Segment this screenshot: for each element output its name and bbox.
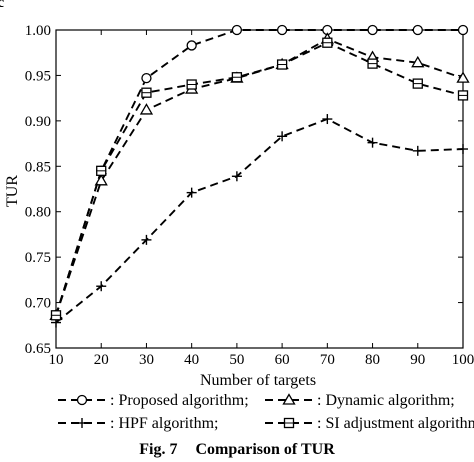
series-line-circle [55,29,463,316]
plot-axes [55,29,464,349]
data-point-plus [186,187,197,198]
x-axis-label: Number of targets [200,372,316,389]
legend-item-triangle: : Dynamic algorithm; [265,392,455,409]
axis-ticks: 10 20 30 40 50 60 70 80 90 100 0.65 0.70 0.75 0.80 0.8… [25,23,474,368]
data-point-square [186,79,197,90]
data-point-plus [96,281,107,292]
x-tick-label: 30 [139,352,154,368]
legend-swatch-marker [282,393,296,405]
series-square [50,37,469,321]
x-tick-label: 70 [320,352,335,368]
figure-caption-label: Fig. 7 [139,441,177,458]
data-point-square [96,165,107,176]
corner-label: c [0,0,4,11]
y-tick-label: 0.85 [25,159,51,175]
y-tick-label: 0.90 [25,114,51,130]
y-tick-label: 0.70 [25,296,51,312]
series-plus [51,114,468,328]
legend: : Proposed algorithm; : Dynamic algorithm… [58,392,474,432]
legend-label: : Proposed algorithm; [110,392,249,409]
data-point-plus [277,131,288,142]
series-triangle [49,32,470,320]
data-point-square [367,58,378,69]
data-point-square [141,87,152,98]
figure-caption: Fig. 7 Comparison of TUR [139,441,335,458]
x-tick-label: 100 [452,352,474,368]
y-tick-label: 0.80 [25,205,51,221]
data-point-plus [412,145,423,156]
data-point-triangle [456,71,470,83]
data-point-triangle [94,174,108,186]
legend-label: : SI adjustment algorithm. [317,415,474,432]
data-point-circle [412,24,423,36]
data-point-circle [367,24,378,36]
plot-frame [55,29,464,349]
data-point-circle [276,24,288,36]
y-axis-label: TUR [4,175,21,207]
legend-swatch-marker [283,417,295,429]
legend-label: : Dynamic algorithm; [317,392,455,409]
data-point-plus [458,144,468,155]
figure-caption-text: Comparison of TUR [195,441,335,458]
data-point-plus [367,137,378,148]
x-tick-label: 50 [229,352,244,368]
data-point-circle [141,73,152,84]
x-tick-label: 10 [49,352,64,368]
data-point-circle [186,40,197,51]
data-point-triangle [411,55,425,68]
series-circle [50,24,469,321]
data-point-square [412,78,423,89]
legend-item-circle: : Proposed algorithm; [58,392,249,409]
data-point-circle [457,24,469,36]
y-tick-label: 0.65 [25,341,51,357]
data-point-plus [322,114,333,125]
data-point-square [276,59,288,70]
data-point-plus [141,234,152,245]
y-tick-label: 0.75 [25,250,51,266]
x-tick-label: 80 [365,352,380,368]
series-line-square [55,41,464,316]
y-tick-label: 1.00 [25,23,51,39]
data-point-square [231,72,243,83]
legend-label: : HPF algorithm; [110,415,218,432]
x-tick-label: 20 [94,352,109,368]
x-tick-label: 60 [275,352,290,368]
data-point-square [322,37,333,48]
data-point-circle [231,24,243,36]
y-tick-label: 0.95 [25,68,51,84]
series-group [49,24,470,328]
legend-swatch-marker [77,418,87,428]
x-tick-label: 90 [410,352,425,368]
series-line-triangle [55,38,464,316]
data-point-square [50,310,62,321]
data-point-square [457,90,469,101]
x-tick-label: 40 [184,352,199,368]
data-point-triangle [139,103,154,115]
legend-swatch-marker [76,394,88,406]
legend-item-square: : SI adjustment algorithm. [265,415,474,432]
series-line-plus [55,117,464,324]
legend-item-plus: : HPF algorithm; [58,415,218,432]
data-point-plus [231,171,242,182]
